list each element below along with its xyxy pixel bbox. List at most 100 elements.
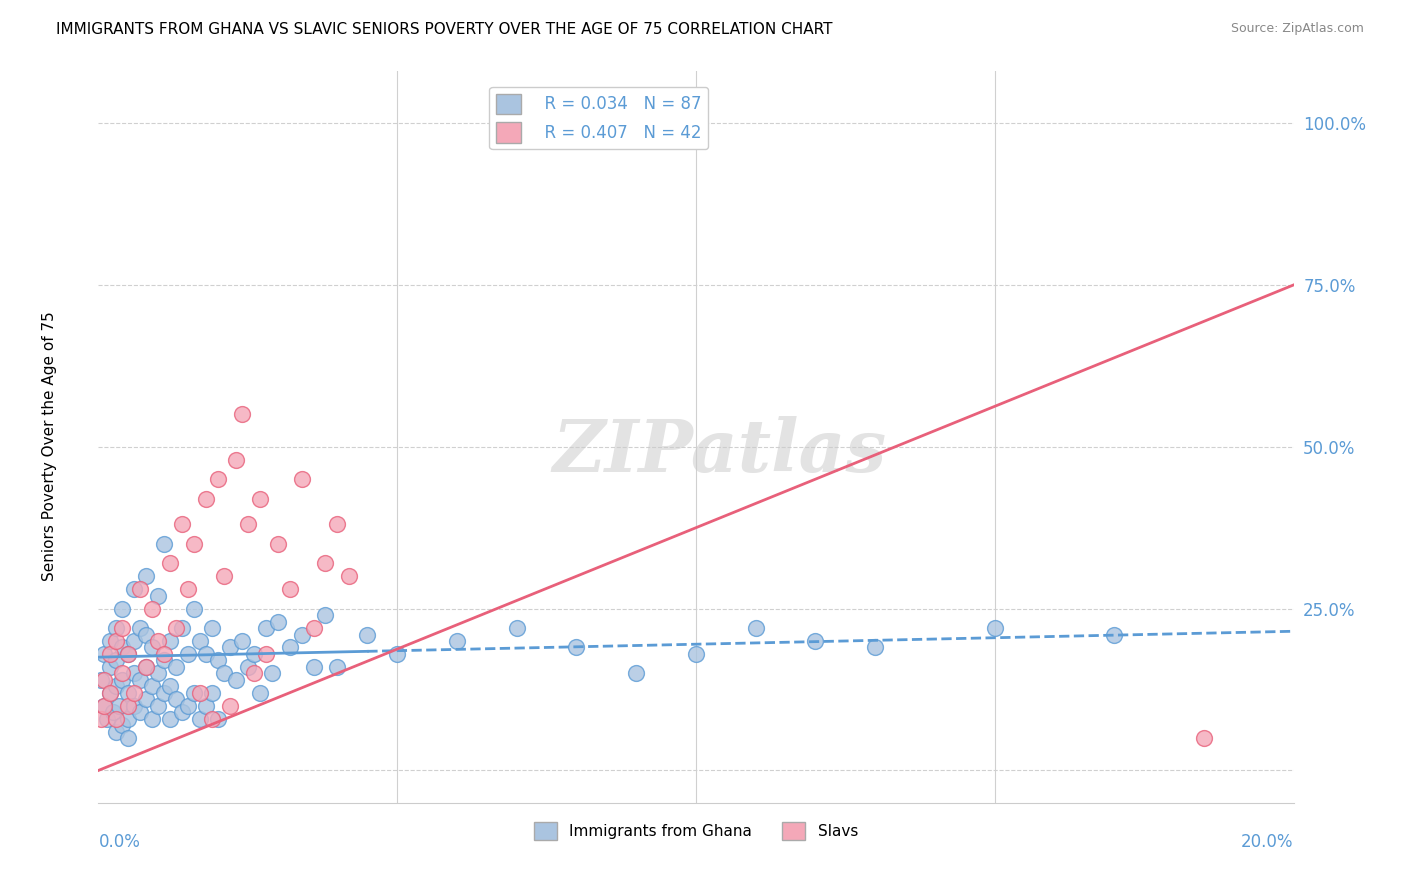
Point [159,679,181,693]
Point [98,686,122,700]
Point [165,692,187,706]
Point [135,569,157,583]
Point [93,673,115,687]
Point [159,634,181,648]
Point [124,698,146,713]
Point [249,686,271,700]
Point [177,698,200,713]
Point [90,673,112,687]
Point [165,621,187,635]
Point [105,653,128,667]
Point [326,660,349,674]
Point [111,666,134,681]
Point [685,647,707,661]
Point [188,712,211,726]
Legend: Immigrants from Ghana, Slavs: Immigrants from Ghana, Slavs [527,815,865,847]
Point [141,679,163,693]
Text: 0.0%: 0.0% [98,833,141,851]
Point [153,686,176,700]
Point [201,712,224,726]
Point [105,679,128,693]
Point [219,698,242,713]
Point [124,634,146,648]
Point [111,673,134,687]
Point [135,660,157,674]
Point [159,557,181,571]
Point [148,589,170,603]
Point [243,666,266,681]
Point [326,517,349,532]
Point [172,517,194,532]
Point [225,673,247,687]
Point [267,537,290,551]
Point [153,537,176,551]
Point [117,712,139,726]
Point [124,582,146,597]
Point [183,601,205,615]
Point [96,712,118,726]
Point [291,627,314,641]
Point [183,686,205,700]
Point [111,718,134,732]
Point [291,472,314,486]
Point [98,660,122,674]
Point [172,705,194,719]
Point [111,621,134,635]
Point [105,634,128,648]
Point [159,712,181,726]
Point [446,634,468,648]
Point [177,647,200,661]
Point [93,698,115,713]
Point [111,601,134,615]
Point [339,569,361,583]
Point [201,621,224,635]
Point [302,660,325,674]
Point [254,647,277,661]
Point [207,653,229,667]
Point [201,686,224,700]
Point [129,673,152,687]
Point [249,491,271,506]
Point [565,640,588,655]
Point [183,537,205,551]
Point [278,582,301,597]
Point [103,705,125,719]
Point [195,647,218,661]
Point [129,621,152,635]
Point [129,582,152,597]
Point [90,712,112,726]
Point [117,698,139,713]
Text: 20.0%: 20.0% [1241,833,1294,851]
Point [506,621,529,635]
Point [141,640,163,655]
Point [243,647,266,661]
Point [148,666,170,681]
Point [117,686,139,700]
Point [165,660,187,674]
Point [626,666,648,681]
Point [141,712,163,726]
Point [93,647,115,661]
Point [385,647,409,661]
Point [135,627,157,641]
Point [98,686,122,700]
Point [135,692,157,706]
Point [98,647,122,661]
Point [188,634,211,648]
Point [124,666,146,681]
Point [141,601,163,615]
Point [254,621,277,635]
Point [153,647,176,661]
Point [153,653,176,667]
Point [231,408,253,422]
Point [865,640,887,655]
Point [804,634,827,648]
Point [219,640,242,655]
Point [236,517,259,532]
Point [148,698,170,713]
Point [225,452,247,467]
Point [984,621,1007,635]
Point [195,698,218,713]
Point [231,634,253,648]
Point [117,647,139,661]
